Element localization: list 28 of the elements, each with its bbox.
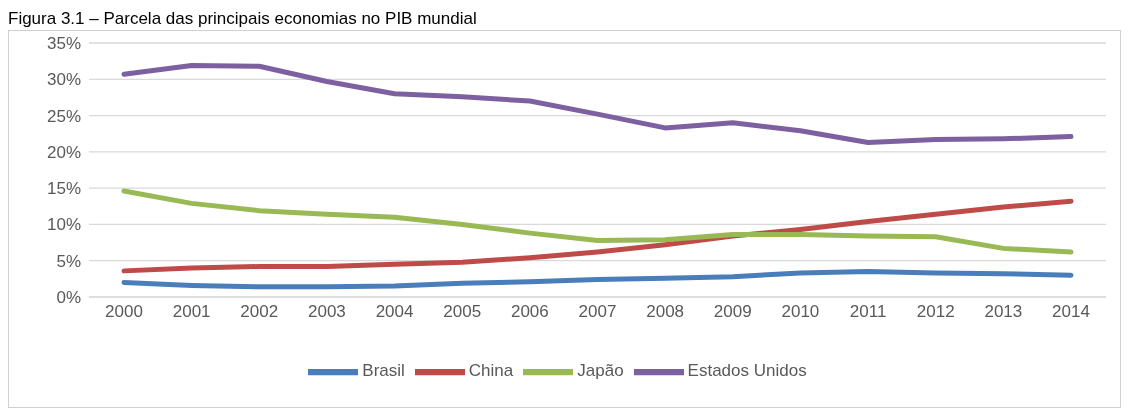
legend-label: Estados Unidos (687, 361, 807, 381)
legend-label: Japão (577, 361, 624, 381)
x-tick-label: 2008 (646, 302, 685, 322)
legend-label: Brasil (362, 361, 405, 381)
x-tick-label: 2012 (916, 302, 955, 322)
x-tick-label: 2007 (578, 302, 617, 322)
y-tick-label: 25% (46, 106, 81, 126)
x-tick-label: 2002 (240, 302, 279, 322)
y-tick-label: 35% (46, 34, 81, 54)
y-tick-label: 15% (46, 179, 81, 199)
x-tick-label: 2014 (1052, 302, 1090, 322)
y-tick-label: 0% (56, 288, 81, 308)
y-tick-label: 30% (46, 70, 81, 90)
x-tick-label: 2003 (308, 302, 346, 322)
y-tick-label: 10% (46, 215, 81, 235)
x-tick-label: 2009 (713, 302, 752, 322)
y-tick-label: 20% (46, 142, 81, 162)
x-tick-label: 2010 (781, 302, 820, 322)
legend-label: China (468, 361, 514, 381)
x-tick-label: 2000 (105, 302, 143, 322)
x-tick-label: 2013 (984, 302, 1023, 322)
x-tick-label: 2005 (443, 302, 482, 322)
x-tick-label: 2011 (849, 302, 887, 322)
x-tick-label: 2004 (375, 302, 414, 322)
y-tick-label: 5% (56, 251, 81, 271)
chart-title: Figura 3.1 – Parcela das principais economias no PIB mundial (8, 8, 478, 30)
x-tick-label: 2001 (172, 302, 211, 322)
x-tick-label: 2006 (510, 302, 549, 322)
